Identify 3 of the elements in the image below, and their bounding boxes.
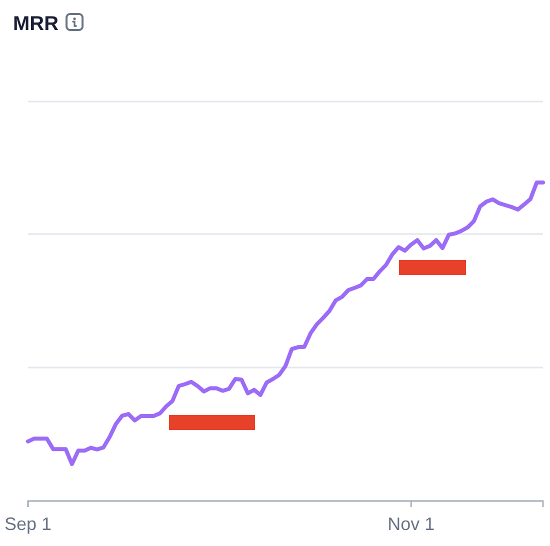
x-tick-label: Nov 1 [388,514,435,534]
x-tick-label: Sep 1 [4,514,52,534]
chart-title: MRR [13,13,60,35]
